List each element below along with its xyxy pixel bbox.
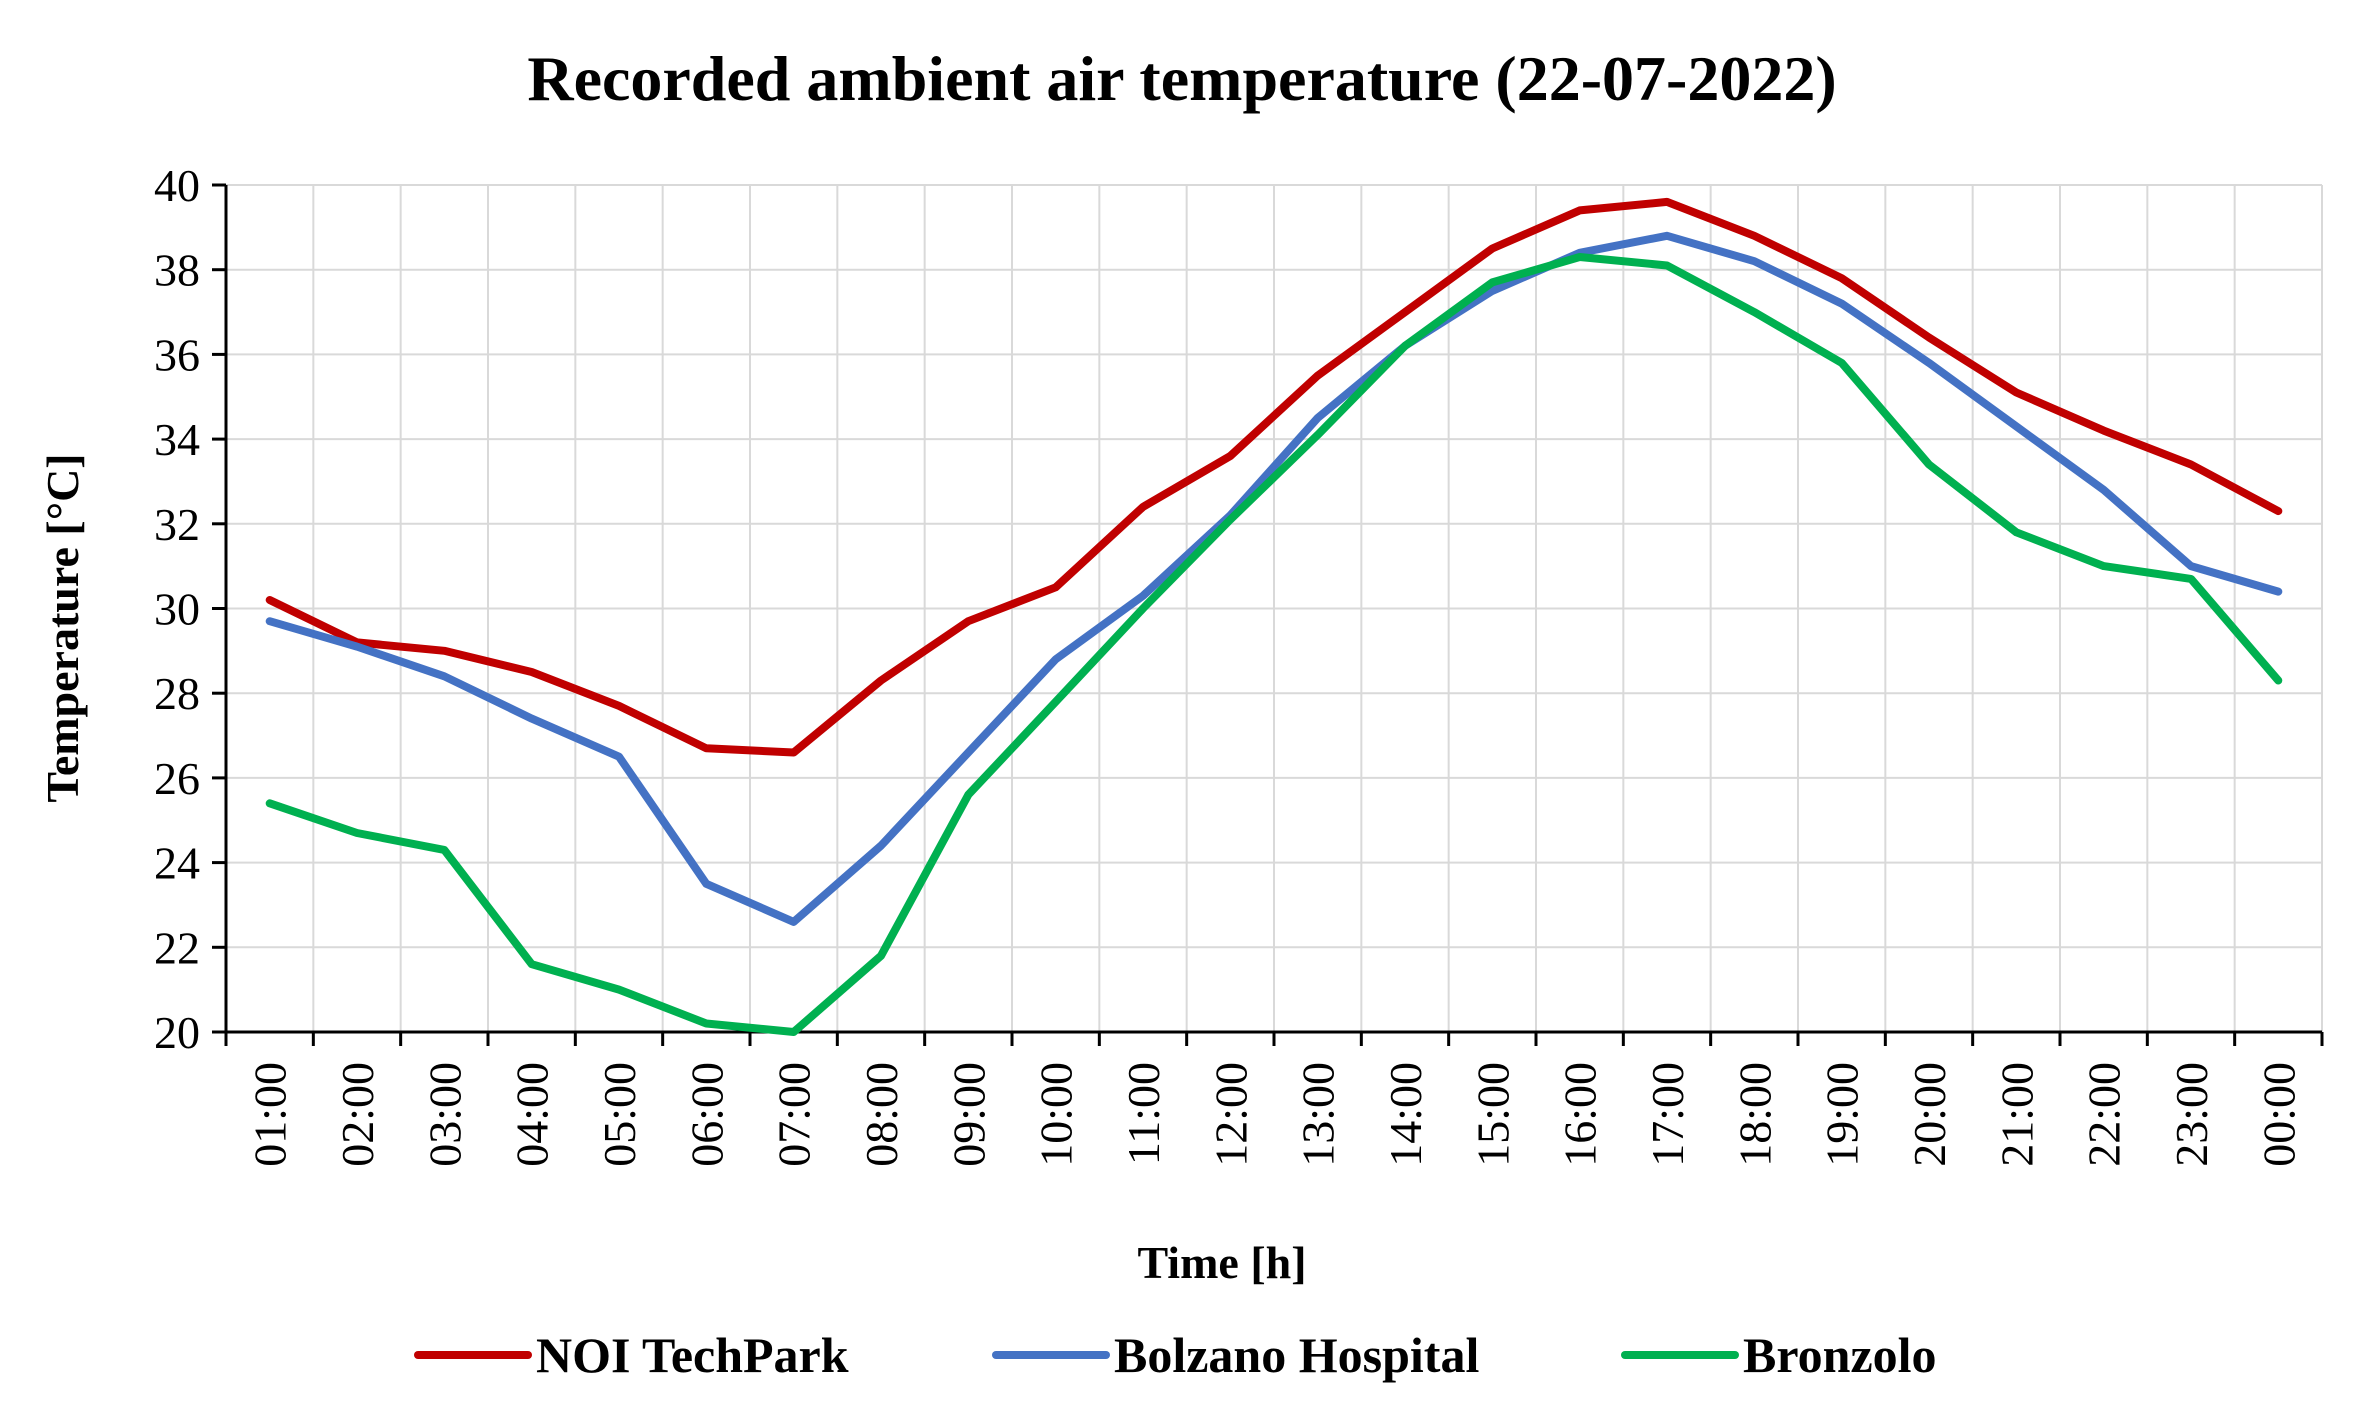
y-tick-label: 40 bbox=[154, 160, 200, 211]
y-tick-label: 26 bbox=[154, 753, 200, 804]
x-tick-label: 19:00 bbox=[1817, 1062, 1868, 1167]
legend-label-bronzolo: Bronzolo bbox=[1743, 1327, 1937, 1383]
x-tick-label: 05:00 bbox=[594, 1062, 645, 1167]
x-tick-label: 16:00 bbox=[1555, 1062, 1606, 1167]
series-line-noi-techpark bbox=[265, 197, 2283, 757]
x-tick-label: 18:00 bbox=[1729, 1062, 1780, 1167]
tick-labels: 20 22 24 26 28 30 32 34 36 38 40 01:00 02:00 03:00 04:… bbox=[154, 160, 2304, 1167]
x-tick-label: 00:00 bbox=[2253, 1062, 2304, 1167]
x-tick-label: 17:00 bbox=[1642, 1062, 1693, 1167]
x-tick-label: 02:00 bbox=[332, 1062, 383, 1167]
x-tick-label: 01:00 bbox=[245, 1062, 296, 1167]
y-axis-title: Temperature [°C] bbox=[37, 453, 88, 802]
legend: NOI TechPark Bolzano Hospital Bronzolo bbox=[414, 1327, 1937, 1383]
x-tick-label: 06:00 bbox=[681, 1062, 732, 1167]
y-tick-label: 32 bbox=[154, 499, 200, 550]
x-tick-label: 14:00 bbox=[1380, 1062, 1431, 1167]
x-tick-label: 04:00 bbox=[507, 1062, 558, 1167]
y-tick-label: 36 bbox=[154, 329, 200, 380]
x-tick-label: 13:00 bbox=[1293, 1062, 1344, 1167]
legend-label-bolzano-hospital: Bolzano Hospital bbox=[1114, 1327, 1479, 1383]
y-tick-label: 30 bbox=[154, 584, 200, 635]
chart-title: Recorded ambient air temperature (22-07-… bbox=[527, 43, 1836, 114]
series-lines bbox=[265, 197, 2283, 1036]
legend-label-noi-techpark: NOI TechPark bbox=[536, 1327, 849, 1383]
y-tick-label: 38 bbox=[154, 245, 200, 296]
y-tick-label: 24 bbox=[154, 838, 200, 889]
y-tick-label: 20 bbox=[154, 1007, 200, 1058]
x-tick-label: 10:00 bbox=[1031, 1062, 1082, 1167]
series-line-bronzolo bbox=[265, 253, 2283, 1036]
x-tick-label: 07:00 bbox=[769, 1062, 820, 1167]
y-tick-label: 28 bbox=[154, 668, 200, 719]
series-line-bolzano-hospital bbox=[265, 231, 2283, 926]
grid-lines bbox=[225, 184, 2323, 1032]
y-tick-label: 34 bbox=[154, 414, 200, 465]
x-tick-label: 03:00 bbox=[419, 1062, 470, 1167]
x-tick-label: 12:00 bbox=[1205, 1062, 1256, 1167]
x-tick-label: 22:00 bbox=[2079, 1062, 2130, 1167]
x-tick-label: 21:00 bbox=[1991, 1062, 2042, 1167]
x-axis-title: Time [h] bbox=[1137, 1237, 1306, 1288]
x-tick-label: 23:00 bbox=[2166, 1062, 2217, 1167]
x-tick-label: 15:00 bbox=[1467, 1062, 1518, 1167]
x-tick-label: 20:00 bbox=[1904, 1062, 1955, 1167]
axes bbox=[212, 183, 2324, 1046]
x-tick-label: 08:00 bbox=[856, 1062, 907, 1167]
x-tick-label: 11:00 bbox=[1118, 1062, 1169, 1165]
y-tick-label: 22 bbox=[154, 922, 200, 973]
x-tick-label: 09:00 bbox=[943, 1062, 994, 1167]
